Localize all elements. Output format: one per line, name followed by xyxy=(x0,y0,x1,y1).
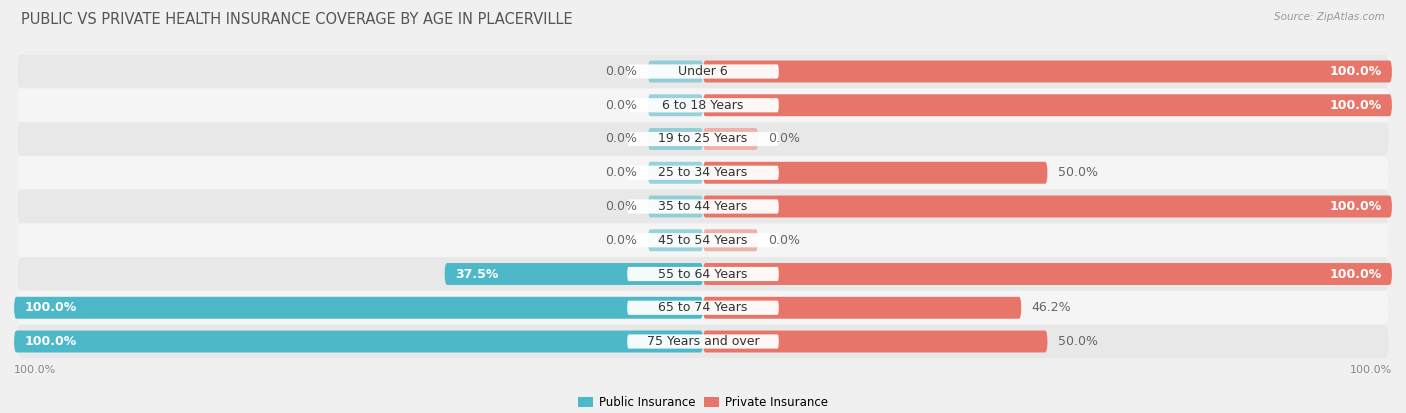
Text: 6 to 18 Years: 6 to 18 Years xyxy=(662,99,744,112)
FancyBboxPatch shape xyxy=(627,267,779,281)
FancyBboxPatch shape xyxy=(703,229,758,251)
FancyBboxPatch shape xyxy=(14,297,703,319)
FancyBboxPatch shape xyxy=(627,132,779,146)
Text: 100.0%: 100.0% xyxy=(1329,200,1382,213)
FancyBboxPatch shape xyxy=(703,94,1392,116)
Text: Source: ZipAtlas.com: Source: ZipAtlas.com xyxy=(1274,12,1385,22)
FancyBboxPatch shape xyxy=(648,229,703,251)
Text: 100.0%: 100.0% xyxy=(1350,365,1392,375)
Text: 19 to 25 Years: 19 to 25 Years xyxy=(658,133,748,145)
FancyBboxPatch shape xyxy=(648,128,703,150)
FancyBboxPatch shape xyxy=(17,291,1389,325)
Text: 0.0%: 0.0% xyxy=(606,133,637,145)
FancyBboxPatch shape xyxy=(703,330,1047,352)
Text: 100.0%: 100.0% xyxy=(1329,65,1382,78)
FancyBboxPatch shape xyxy=(703,195,1392,218)
FancyBboxPatch shape xyxy=(627,233,779,247)
FancyBboxPatch shape xyxy=(703,162,1047,184)
FancyBboxPatch shape xyxy=(627,199,779,214)
FancyBboxPatch shape xyxy=(648,61,703,83)
Text: 37.5%: 37.5% xyxy=(456,268,498,280)
Text: 0.0%: 0.0% xyxy=(606,99,637,112)
FancyBboxPatch shape xyxy=(17,88,1389,122)
Text: 50.0%: 50.0% xyxy=(1057,166,1098,179)
Text: 35 to 44 Years: 35 to 44 Years xyxy=(658,200,748,213)
Text: 0.0%: 0.0% xyxy=(606,166,637,179)
Text: Under 6: Under 6 xyxy=(678,65,728,78)
Text: 75 Years and over: 75 Years and over xyxy=(647,335,759,348)
FancyBboxPatch shape xyxy=(17,55,1389,88)
FancyBboxPatch shape xyxy=(648,162,703,184)
FancyBboxPatch shape xyxy=(17,122,1389,156)
Text: 0.0%: 0.0% xyxy=(606,234,637,247)
FancyBboxPatch shape xyxy=(627,64,779,78)
FancyBboxPatch shape xyxy=(703,128,758,150)
Text: 100.0%: 100.0% xyxy=(14,365,56,375)
FancyBboxPatch shape xyxy=(17,325,1389,358)
FancyBboxPatch shape xyxy=(17,156,1389,190)
Text: 0.0%: 0.0% xyxy=(606,65,637,78)
Legend: Public Insurance, Private Insurance: Public Insurance, Private Insurance xyxy=(574,392,832,413)
FancyBboxPatch shape xyxy=(648,195,703,218)
FancyBboxPatch shape xyxy=(17,190,1389,223)
Text: 100.0%: 100.0% xyxy=(24,301,77,314)
Text: 50.0%: 50.0% xyxy=(1057,335,1098,348)
FancyBboxPatch shape xyxy=(444,263,703,285)
FancyBboxPatch shape xyxy=(627,301,779,315)
FancyBboxPatch shape xyxy=(14,330,703,352)
FancyBboxPatch shape xyxy=(627,335,779,349)
Text: 0.0%: 0.0% xyxy=(769,133,800,145)
FancyBboxPatch shape xyxy=(703,263,1392,285)
Text: 46.2%: 46.2% xyxy=(1032,301,1071,314)
FancyBboxPatch shape xyxy=(648,94,703,116)
Text: 0.0%: 0.0% xyxy=(606,200,637,213)
FancyBboxPatch shape xyxy=(627,98,779,112)
Text: 45 to 54 Years: 45 to 54 Years xyxy=(658,234,748,247)
Text: 65 to 74 Years: 65 to 74 Years xyxy=(658,301,748,314)
FancyBboxPatch shape xyxy=(627,166,779,180)
FancyBboxPatch shape xyxy=(17,257,1389,291)
Text: 100.0%: 100.0% xyxy=(1329,268,1382,280)
FancyBboxPatch shape xyxy=(17,223,1389,257)
Text: 100.0%: 100.0% xyxy=(24,335,77,348)
Text: 25 to 34 Years: 25 to 34 Years xyxy=(658,166,748,179)
FancyBboxPatch shape xyxy=(703,297,1021,319)
Text: 0.0%: 0.0% xyxy=(769,234,800,247)
Text: 55 to 64 Years: 55 to 64 Years xyxy=(658,268,748,280)
FancyBboxPatch shape xyxy=(703,61,1392,83)
Text: PUBLIC VS PRIVATE HEALTH INSURANCE COVERAGE BY AGE IN PLACERVILLE: PUBLIC VS PRIVATE HEALTH INSURANCE COVER… xyxy=(21,12,572,27)
Text: 100.0%: 100.0% xyxy=(1329,99,1382,112)
